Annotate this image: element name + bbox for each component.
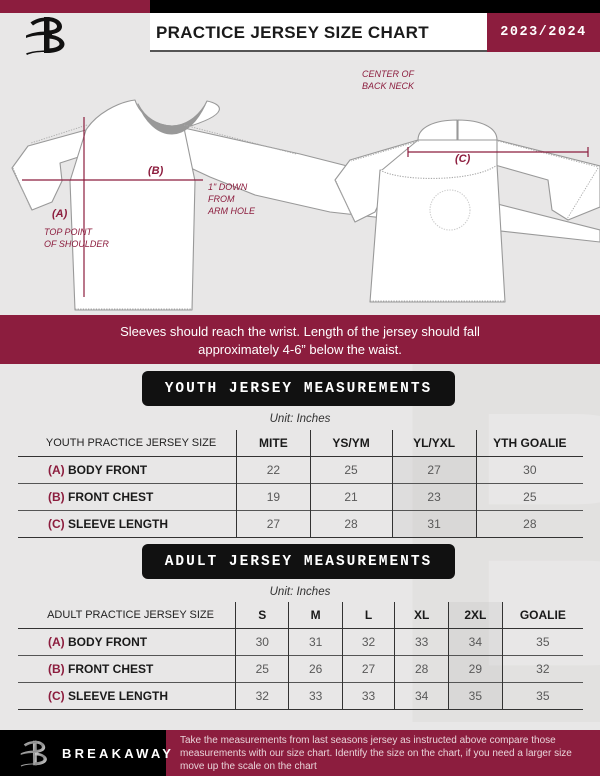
svg-text:1" DOWN: 1" DOWN — [208, 182, 248, 192]
svg-text:(B): (B) — [148, 165, 164, 177]
svg-text:(C): (C) — [455, 153, 471, 165]
svg-text:(A): (A) — [52, 208, 68, 220]
svg-text:TOP POINT: TOP POINT — [44, 227, 94, 237]
svg-text:BACK NECK: BACK NECK — [362, 81, 415, 91]
svg-text:FROM: FROM — [208, 194, 235, 204]
svg-text:OF SHOULDER: OF SHOULDER — [44, 239, 109, 249]
svg-text:CENTER OF: CENTER OF — [362, 69, 415, 79]
svg-text:ARM HOLE: ARM HOLE — [207, 206, 256, 216]
